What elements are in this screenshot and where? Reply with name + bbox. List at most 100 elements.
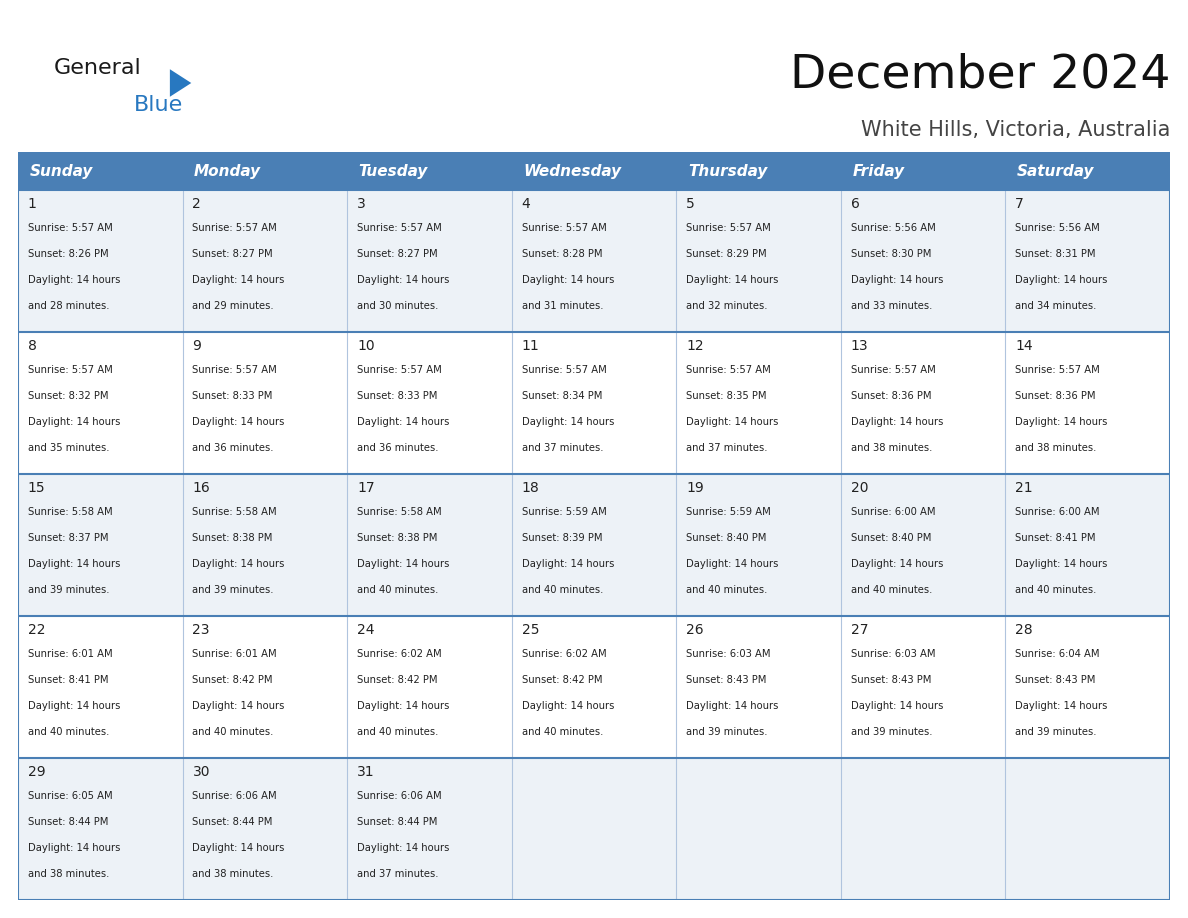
Text: Sunset: 8:38 PM: Sunset: 8:38 PM	[358, 533, 437, 543]
Text: Sunrise: 5:57 AM: Sunrise: 5:57 AM	[522, 223, 606, 232]
Text: Daylight: 14 hours: Daylight: 14 hours	[358, 844, 449, 853]
Text: Sunset: 8:32 PM: Sunset: 8:32 PM	[27, 391, 108, 401]
Text: Sunrise: 6:06 AM: Sunrise: 6:06 AM	[358, 790, 442, 800]
Text: and 36 minutes.: and 36 minutes.	[358, 443, 438, 453]
Text: Daylight: 14 hours: Daylight: 14 hours	[192, 701, 285, 711]
Text: Sunrise: 5:58 AM: Sunrise: 5:58 AM	[27, 507, 113, 517]
Text: 27: 27	[851, 623, 868, 637]
Text: and 39 minutes.: and 39 minutes.	[1016, 727, 1097, 737]
Text: 20: 20	[851, 481, 868, 495]
Text: 17: 17	[358, 481, 374, 495]
Text: Sunset: 8:41 PM: Sunset: 8:41 PM	[27, 675, 108, 685]
Text: Sunset: 8:40 PM: Sunset: 8:40 PM	[851, 533, 931, 543]
Text: and 30 minutes.: and 30 minutes.	[358, 301, 438, 311]
Text: Sunrise: 5:58 AM: Sunrise: 5:58 AM	[192, 507, 277, 517]
Text: Blue: Blue	[134, 95, 183, 115]
Text: and 40 minutes.: and 40 minutes.	[358, 586, 438, 596]
Text: White Hills, Victoria, Australia: White Hills, Victoria, Australia	[861, 120, 1170, 140]
Text: Sunset: 8:29 PM: Sunset: 8:29 PM	[687, 249, 766, 259]
Text: Sunday: Sunday	[30, 163, 93, 178]
Text: 1: 1	[27, 197, 37, 211]
Text: and 40 minutes.: and 40 minutes.	[358, 727, 438, 737]
Text: 24: 24	[358, 623, 374, 637]
Text: Sunset: 8:35 PM: Sunset: 8:35 PM	[687, 391, 766, 401]
Text: and 38 minutes.: and 38 minutes.	[851, 443, 933, 453]
Text: Friday: Friday	[852, 163, 904, 178]
Text: 30: 30	[192, 765, 210, 779]
Text: and 39 minutes.: and 39 minutes.	[192, 586, 274, 596]
Text: Daylight: 14 hours: Daylight: 14 hours	[192, 844, 285, 853]
Text: Sunrise: 6:02 AM: Sunrise: 6:02 AM	[522, 649, 606, 658]
Text: Sunrise: 5:59 AM: Sunrise: 5:59 AM	[522, 507, 606, 517]
Text: and 29 minutes.: and 29 minutes.	[192, 301, 274, 311]
Text: 9: 9	[192, 339, 201, 353]
Text: Sunset: 8:42 PM: Sunset: 8:42 PM	[192, 675, 273, 685]
Text: Sunrise: 6:01 AM: Sunrise: 6:01 AM	[27, 649, 113, 658]
Text: Daylight: 14 hours: Daylight: 14 hours	[522, 559, 614, 569]
Text: Sunset: 8:31 PM: Sunset: 8:31 PM	[1016, 249, 1095, 259]
Text: 14: 14	[1016, 339, 1032, 353]
Text: Sunrise: 6:03 AM: Sunrise: 6:03 AM	[687, 649, 771, 658]
Text: 8: 8	[27, 339, 37, 353]
Text: Daylight: 14 hours: Daylight: 14 hours	[522, 275, 614, 285]
Text: 12: 12	[687, 339, 703, 353]
Text: Daylight: 14 hours: Daylight: 14 hours	[522, 417, 614, 427]
Text: Daylight: 14 hours: Daylight: 14 hours	[192, 559, 285, 569]
Text: and 40 minutes.: and 40 minutes.	[192, 727, 273, 737]
Text: Sunset: 8:27 PM: Sunset: 8:27 PM	[358, 249, 437, 259]
Text: Sunrise: 5:57 AM: Sunrise: 5:57 AM	[27, 364, 113, 375]
Text: Sunset: 8:42 PM: Sunset: 8:42 PM	[522, 675, 602, 685]
Text: Sunrise: 6:02 AM: Sunrise: 6:02 AM	[358, 649, 442, 658]
Text: 10: 10	[358, 339, 374, 353]
Text: Sunrise: 5:57 AM: Sunrise: 5:57 AM	[687, 364, 771, 375]
Text: Daylight: 14 hours: Daylight: 14 hours	[27, 559, 120, 569]
Text: Daylight: 14 hours: Daylight: 14 hours	[358, 275, 449, 285]
Text: 25: 25	[522, 623, 539, 637]
Text: Sunset: 8:28 PM: Sunset: 8:28 PM	[522, 249, 602, 259]
Text: and 31 minutes.: and 31 minutes.	[522, 301, 604, 311]
Text: 3: 3	[358, 197, 366, 211]
Text: and 34 minutes.: and 34 minutes.	[1016, 301, 1097, 311]
Text: 22: 22	[27, 623, 45, 637]
Text: Sunset: 8:27 PM: Sunset: 8:27 PM	[192, 249, 273, 259]
Text: and 38 minutes.: and 38 minutes.	[1016, 443, 1097, 453]
Text: Sunset: 8:43 PM: Sunset: 8:43 PM	[851, 675, 931, 685]
Text: Sunrise: 5:57 AM: Sunrise: 5:57 AM	[687, 223, 771, 232]
Text: Sunrise: 5:57 AM: Sunrise: 5:57 AM	[851, 364, 935, 375]
Text: Daylight: 14 hours: Daylight: 14 hours	[27, 417, 120, 427]
Text: Sunset: 8:30 PM: Sunset: 8:30 PM	[851, 249, 931, 259]
Text: 13: 13	[851, 339, 868, 353]
Text: Daylight: 14 hours: Daylight: 14 hours	[358, 417, 449, 427]
Text: and 40 minutes.: and 40 minutes.	[522, 727, 604, 737]
Bar	[18, 758, 1170, 900]
Text: 2: 2	[192, 197, 201, 211]
Text: and 35 minutes.: and 35 minutes.	[27, 443, 109, 453]
Text: 19: 19	[687, 481, 704, 495]
Text: Sunrise: 6:00 AM: Sunrise: 6:00 AM	[1016, 507, 1100, 517]
Text: 29: 29	[27, 765, 45, 779]
Text: Sunrise: 5:56 AM: Sunrise: 5:56 AM	[1016, 223, 1100, 232]
Text: Daylight: 14 hours: Daylight: 14 hours	[851, 275, 943, 285]
Text: Daylight: 14 hours: Daylight: 14 hours	[27, 844, 120, 853]
Text: and 39 minutes.: and 39 minutes.	[27, 586, 109, 596]
Text: and 28 minutes.: and 28 minutes.	[27, 301, 109, 311]
Text: Sunset: 8:37 PM: Sunset: 8:37 PM	[27, 533, 108, 543]
Text: 28: 28	[1016, 623, 1032, 637]
Text: Sunset: 8:39 PM: Sunset: 8:39 PM	[522, 533, 602, 543]
Text: Saturday: Saturday	[1017, 163, 1094, 178]
Text: Sunrise: 6:04 AM: Sunrise: 6:04 AM	[1016, 649, 1100, 658]
Text: Sunset: 8:44 PM: Sunset: 8:44 PM	[358, 817, 437, 827]
Text: General: General	[53, 58, 141, 78]
Text: Sunrise: 5:57 AM: Sunrise: 5:57 AM	[27, 223, 113, 232]
Text: 7: 7	[1016, 197, 1024, 211]
Text: Daylight: 14 hours: Daylight: 14 hours	[687, 275, 778, 285]
Text: and 39 minutes.: and 39 minutes.	[851, 727, 933, 737]
Text: and 38 minutes.: and 38 minutes.	[192, 869, 273, 879]
Text: Sunset: 8:33 PM: Sunset: 8:33 PM	[358, 391, 437, 401]
Text: 6: 6	[851, 197, 860, 211]
Text: Daylight: 14 hours: Daylight: 14 hours	[851, 559, 943, 569]
Text: Sunrise: 5:57 AM: Sunrise: 5:57 AM	[192, 223, 277, 232]
Text: Daylight: 14 hours: Daylight: 14 hours	[358, 701, 449, 711]
Text: Sunset: 8:41 PM: Sunset: 8:41 PM	[1016, 533, 1095, 543]
Text: Daylight: 14 hours: Daylight: 14 hours	[1016, 275, 1107, 285]
